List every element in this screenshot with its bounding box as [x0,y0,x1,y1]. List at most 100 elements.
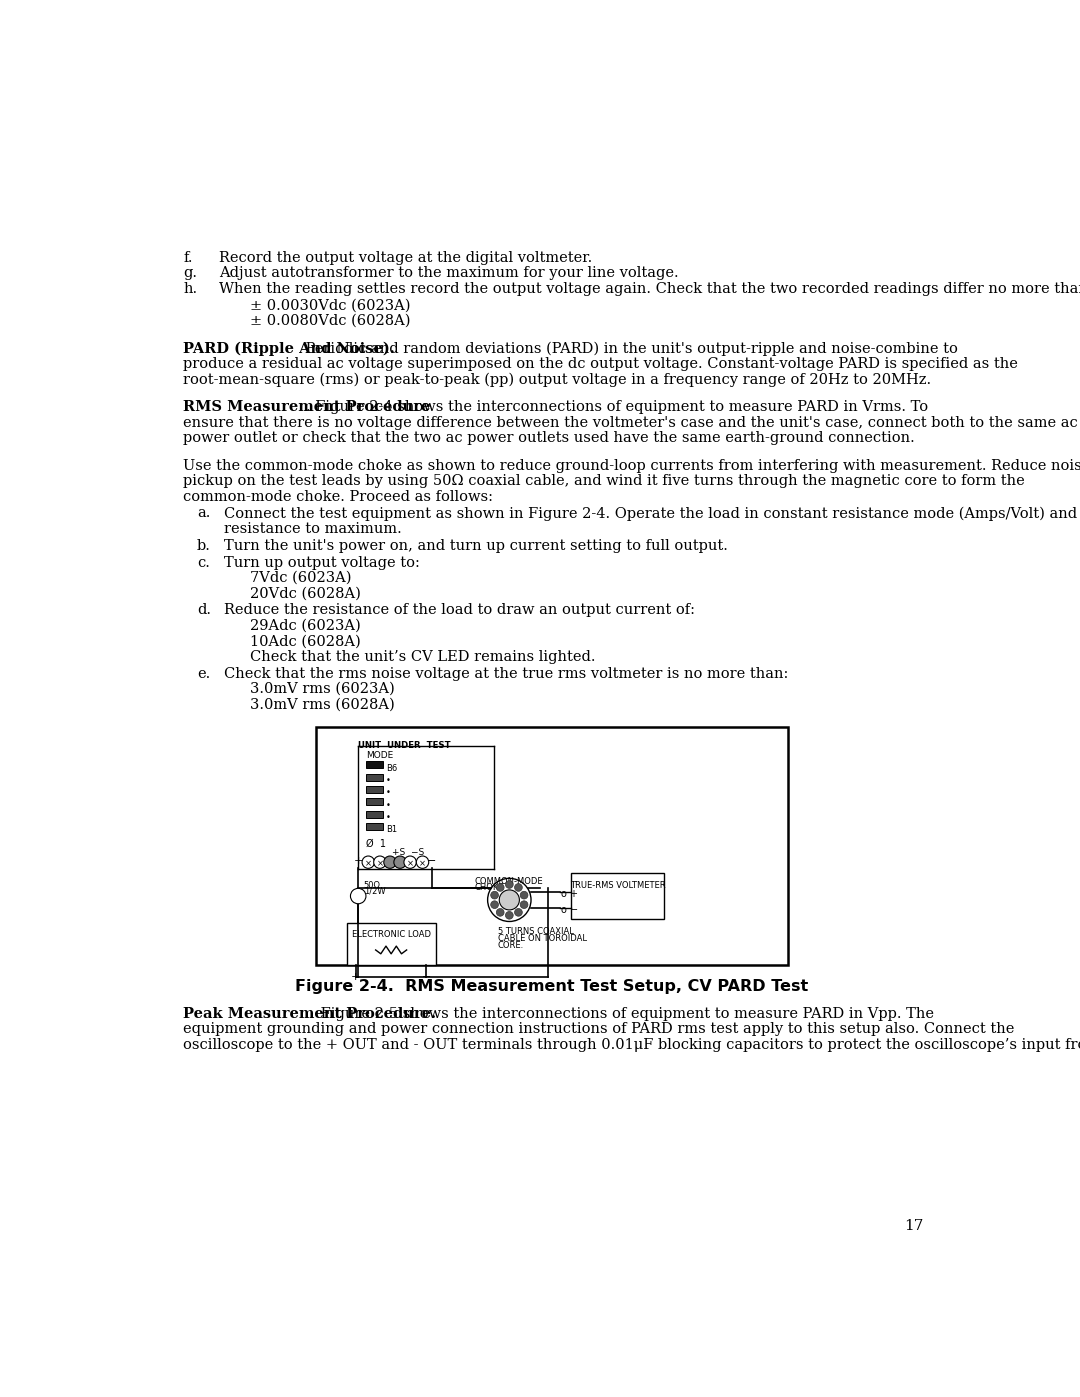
Text: Ø  1: Ø 1 [366,838,386,848]
Text: g.: g. [183,267,197,281]
Circle shape [505,880,513,888]
Text: TRUE-RMS VOLTMETER: TRUE-RMS VOLTMETER [570,880,665,890]
Circle shape [490,901,499,908]
Text: Check that the rms noise voltage at the true rms voltmeter is no more than:: Check that the rms noise voltage at the … [225,666,788,680]
Text: pickup on the test leads by using 50Ω coaxial cable, and wind it five turns thro: pickup on the test leads by using 50Ω co… [183,474,1025,488]
Text: . Figure 2-4 shows the interconnections of equipment to measure PARD in Vrms. To: . Figure 2-4 shows the interconnections … [306,400,928,414]
Text: ± 0.0030Vdc (6023A): ± 0.0030Vdc (6023A) [249,299,410,313]
Text: 3.0mV rms (6028A): 3.0mV rms (6028A) [249,697,394,711]
Bar [366,798,383,805]
Text: resistance to maximum.: resistance to maximum. [225,522,402,536]
Circle shape [514,908,523,916]
Circle shape [497,883,504,891]
Text: produce a residual ac voltage superimposed on the dc output voltage. Constant-vo: produce a residual ac voltage superimpos… [183,358,1018,372]
Text: ± 0.0080Vdc (6028A): ± 0.0080Vdc (6028A) [249,314,410,328]
Bar [366,823,383,830]
Text: COMMON-MODE: COMMON-MODE [474,877,543,886]
Text: 1/2W: 1/2W [364,887,386,895]
Circle shape [499,890,519,909]
Bar [347,923,435,965]
Bar [315,726,788,965]
Text: c.: c. [197,556,210,570]
Circle shape [514,883,523,891]
Circle shape [505,911,513,919]
Text: ELECTRONIC LOAD: ELECTRONIC LOAD [352,930,431,939]
Text: +S  −S: +S −S [392,848,424,858]
Text: 17: 17 [905,1218,924,1232]
Text: d.: d. [197,604,211,617]
Bar [366,787,383,793]
Text: UNIT  UNDER  TEST: UNIT UNDER TEST [359,740,450,750]
Text: 3.0mV rms (6023A): 3.0mV rms (6023A) [249,682,394,696]
Circle shape [488,879,531,922]
Text: f.: f. [183,251,192,265]
Text: B6: B6 [387,764,397,773]
Text: o −: o − [562,904,579,915]
Text: 10Adc (6028A): 10Adc (6028A) [249,634,361,648]
Bar [571,873,664,919]
Text: When the reading settles record the output voltage again. Check that the two rec: When the reading settles record the outp… [218,282,1080,296]
Text: −: − [427,856,436,866]
Text: Periodic and random deviations (PARD) in the unit's output-ripple and noise-comb: Periodic and random deviations (PARD) in… [301,342,958,356]
Circle shape [374,856,387,869]
Text: −: − [421,972,431,982]
Text: Figure 2-5 shows the interconnections of equipment to measure PARD in Vpp. The: Figure 2-5 shows the interconnections of… [316,1007,934,1021]
Circle shape [383,856,396,869]
Text: Connect the test equipment as shown in Figure 2-4. Operate the load in constant : Connect the test equipment as shown in F… [225,507,1080,521]
Circle shape [497,908,504,916]
Text: •: • [387,800,391,810]
Text: b.: b. [197,539,211,553]
Text: 29Adc (6023A): 29Adc (6023A) [249,619,361,633]
Text: CABLE ON TOROIDAL: CABLE ON TOROIDAL [498,933,586,943]
Circle shape [490,891,499,900]
Text: a.: a. [197,507,211,521]
Text: ensure that there is no voltage difference between the voltmeter's case and the : ensure that there is no voltage differen… [183,415,1078,430]
Text: MODE: MODE [366,752,393,760]
Bar [366,774,383,781]
Text: 7Vdc (6023A): 7Vdc (6023A) [249,571,351,585]
Text: common-mode choke. Proceed as follows:: common-mode choke. Proceed as follows: [183,489,494,503]
Text: 20Vdc (6028A): 20Vdc (6028A) [249,587,361,601]
Text: equipment grounding and power connection instructions of PARD rms test apply to : equipment grounding and power connection… [183,1023,1014,1037]
Text: Adjust autotransformer to the maximum for your line voltage.: Adjust autotransformer to the maximum fo… [218,267,678,281]
Text: root-mean-square (rms) or peak-to-peak (pp) output voltage in a frequency range : root-mean-square (rms) or peak-to-peak (… [183,373,931,387]
Circle shape [416,856,429,869]
Bar [366,761,383,768]
Text: Turn up output voltage to:: Turn up output voltage to: [225,556,420,570]
Circle shape [350,888,366,904]
Circle shape [362,856,375,869]
Text: B1: B1 [387,826,397,834]
Text: h.: h. [183,282,198,296]
Text: •: • [387,788,391,798]
Text: ×: × [407,859,414,868]
Text: e.: e. [197,666,211,680]
Text: 50Ω: 50Ω [364,880,380,890]
Circle shape [394,856,406,869]
Text: •: • [387,775,391,785]
Circle shape [404,856,416,869]
Text: PARD (Ripple And Noise).: PARD (Ripple And Noise). [183,342,395,356]
Circle shape [521,891,528,900]
Text: Peak Measurement Procedure.: Peak Measurement Procedure. [183,1007,436,1021]
Text: Check that the unit’s CV LED remains lighted.: Check that the unit’s CV LED remains lig… [249,650,595,664]
Text: o +: o + [562,888,578,900]
Text: Reduce the resistance of the load to draw an output current of:: Reduce the resistance of the load to dra… [225,604,696,617]
Text: ×: × [365,859,372,868]
Text: 5 TURNS COAXIAL: 5 TURNS COAXIAL [498,926,573,936]
Text: Use the common-mode choke as shown to reduce ground-loop currents from interferi: Use the common-mode choke as shown to re… [183,458,1080,472]
Text: ×: × [419,859,426,868]
Text: RMS Measurement Procedure: RMS Measurement Procedure [183,400,431,414]
Text: Figure 2-4.  RMS Measurement Test Setup, CV PARD Test: Figure 2-4. RMS Measurement Test Setup, … [295,979,809,995]
Text: power outlet or check that the two ac power outlets used have the same earth-gro: power outlet or check that the two ac po… [183,432,915,446]
Text: +: + [351,972,361,982]
Circle shape [521,901,528,908]
Text: CHOKE: CHOKE [474,883,504,891]
Text: +: + [353,856,363,866]
Text: Record the output voltage at the digital voltmeter.: Record the output voltage at the digital… [218,251,592,265]
Text: oscilloscope to the + OUT and - OUT terminals through 0.01μF blocking capacitors: oscilloscope to the + OUT and - OUT term… [183,1038,1080,1052]
Text: Turn the unit's power on, and turn up current setting to full output.: Turn the unit's power on, and turn up cu… [225,539,728,553]
Text: ×: × [377,859,383,868]
Text: •: • [387,813,391,821]
Text: CORE.: CORE. [498,940,524,950]
Bar [366,810,383,817]
